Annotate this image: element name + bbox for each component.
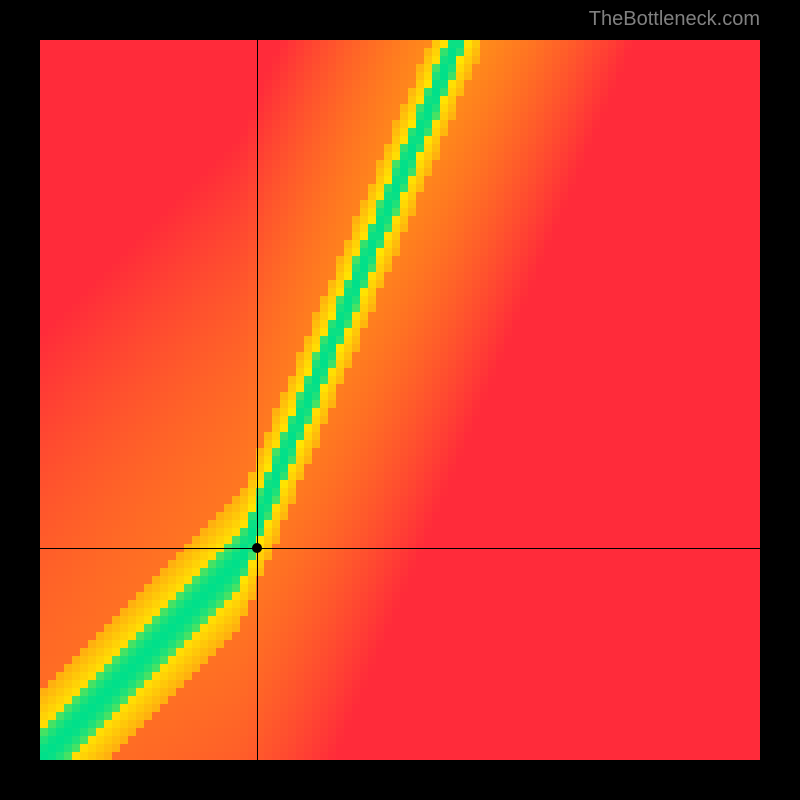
crosshair-point xyxy=(252,543,262,553)
crosshair-horizontal xyxy=(40,548,760,549)
heatmap-plot xyxy=(40,40,760,760)
watermark-text: TheBottleneck.com xyxy=(589,8,760,31)
crosshair-vertical xyxy=(257,40,258,760)
heatmap-canvas xyxy=(40,40,760,760)
